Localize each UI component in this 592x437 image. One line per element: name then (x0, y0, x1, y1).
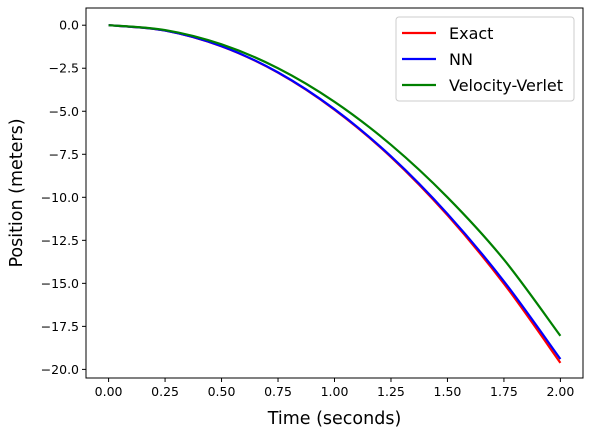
legend: Exact NN Velocity-Verlet (395, 16, 575, 102)
x-tick-label: 1.25 (377, 384, 405, 399)
x-tick-label: 0.75 (264, 384, 292, 399)
legend-label-velocity-verlet: Velocity-Verlet (449, 76, 563, 95)
x-tick-label: 1.50 (434, 384, 462, 399)
x-tick-label: 1.75 (490, 384, 518, 399)
y-tick-label: −17.5 (41, 319, 79, 334)
y-tick-label: −7.5 (49, 147, 79, 162)
legend-box (395, 16, 575, 102)
y-tick-label: −5.0 (49, 104, 79, 119)
y-tick-label: −20.0 (41, 362, 79, 377)
x-tick-label: 2.00 (546, 384, 574, 399)
x-axis-title: Time (seconds) (267, 409, 402, 429)
x-tick-label: 0.50 (208, 384, 236, 399)
legend-label-exact: Exact (449, 24, 493, 43)
x-tick-label: 0.00 (95, 384, 123, 399)
y-tick-label: 0.0 (59, 18, 79, 33)
axes-layer: 0.00 0.25 0.50 0.75 1.00 1.25 1.50 1.75 2.00 0.0 −… (41, 7, 584, 399)
x-tick-label: 1.00 (321, 384, 349, 399)
y-tick-label: −12.5 (41, 233, 79, 248)
y-tick-label: −15.0 (41, 276, 79, 291)
legend-label-nn: NN (449, 50, 473, 69)
x-tick-label: 0.25 (151, 384, 179, 399)
y-axis-title: Position (meters) (7, 118, 27, 267)
y-tick-label: −2.5 (49, 61, 79, 76)
y-tick-label: −10.0 (41, 190, 79, 205)
series-line-velocity-verlet (108, 24, 562, 337)
series-layer (108, 24, 562, 364)
